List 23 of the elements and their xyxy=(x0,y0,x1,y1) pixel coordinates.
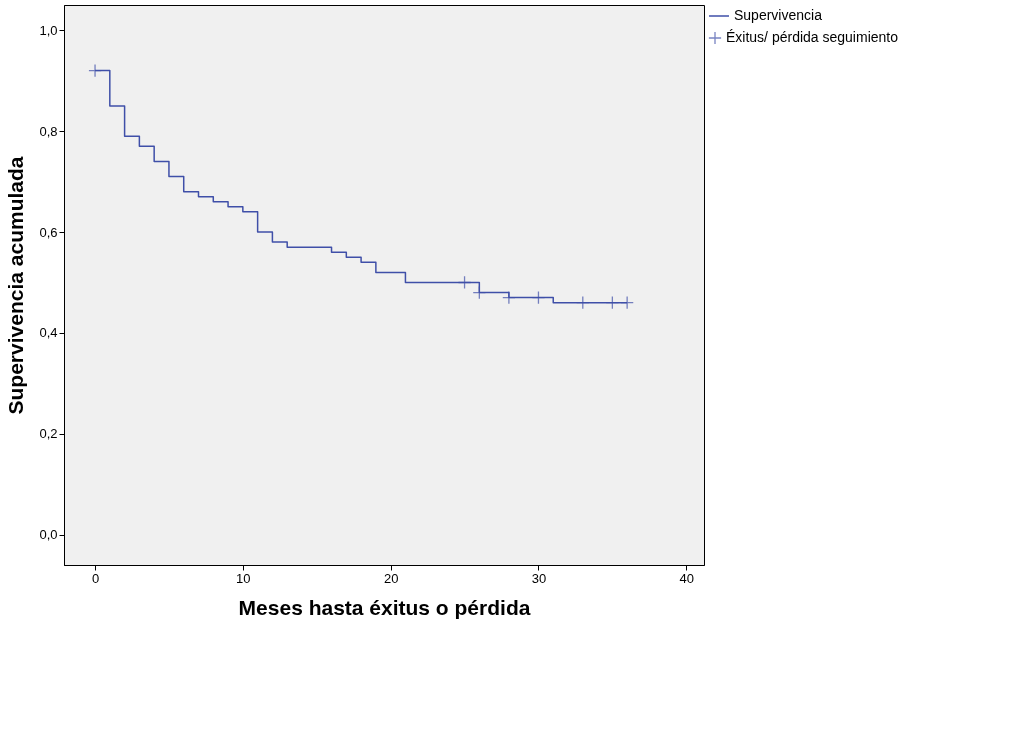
x-axis-title: Meses hasta éxitus o pérdida xyxy=(238,595,531,619)
x-tick-label: 30 xyxy=(531,570,547,586)
x-tick-label: 10 xyxy=(236,570,251,586)
legend-label: Éxitus/ pérdida seguimiento xyxy=(726,29,899,45)
point xyxy=(620,295,634,310)
y-tick-label: 0,2 xyxy=(39,426,58,442)
y-tick-label: 0,0 xyxy=(39,527,58,543)
point xyxy=(576,295,590,310)
point xyxy=(472,285,487,300)
point xyxy=(531,290,546,305)
point xyxy=(605,295,620,310)
point xyxy=(502,290,516,305)
x-tick-label: 0 xyxy=(91,570,100,586)
y-tick-label: 0,6 xyxy=(39,224,58,240)
x-tick-label: 40 xyxy=(679,570,694,586)
y-tick-label: 0,4 xyxy=(39,325,58,341)
y-tick-label: 1,0 xyxy=(39,22,58,38)
y-tick-label: 0,8 xyxy=(39,123,58,139)
x-tick-label: 20 xyxy=(383,570,399,586)
y-axis-title: Supervivencia acumulada xyxy=(4,156,28,415)
legend-label: Supervivencia xyxy=(734,7,823,23)
point xyxy=(88,63,102,78)
point xyxy=(457,275,472,290)
